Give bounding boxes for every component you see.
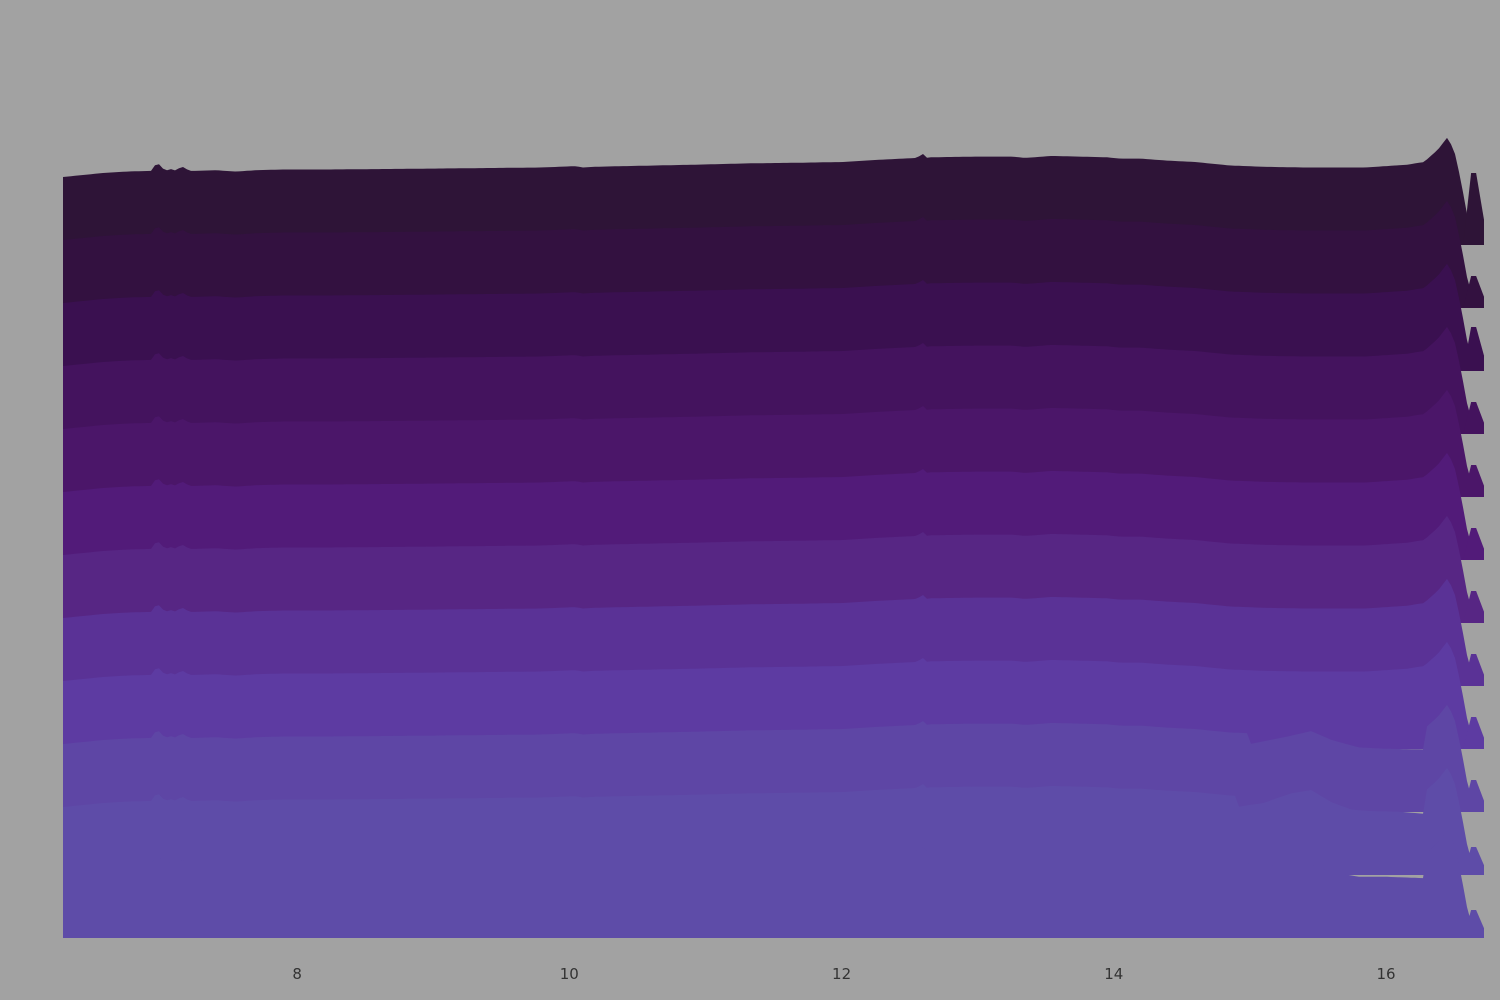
ridge-area-6 bbox=[63, 515, 1484, 623]
ridge-right-bump-7 bbox=[1463, 654, 1484, 686]
ridge-right-bump-5 bbox=[1463, 528, 1484, 560]
x-tick-label: 12 bbox=[832, 965, 851, 983]
x-tick-label: 14 bbox=[1104, 965, 1123, 983]
ridge-area-1 bbox=[63, 200, 1484, 308]
ridge-area-0 bbox=[63, 137, 1484, 245]
ridge-area-7 bbox=[63, 578, 1484, 686]
ridge-right-bump-1 bbox=[1463, 276, 1484, 308]
ridges-group bbox=[63, 137, 1484, 938]
ridge-right-bump-10 bbox=[1463, 847, 1484, 875]
x-axis: 8 10 12 14 16 bbox=[292, 965, 1395, 983]
ridge-area-10 bbox=[63, 767, 1484, 875]
x-tick-label: 10 bbox=[560, 965, 579, 983]
ridge-right-bump-2 bbox=[1463, 327, 1484, 371]
ridge-area-5 bbox=[63, 452, 1484, 560]
ridge-right-bump-3 bbox=[1463, 402, 1484, 434]
ridge-area-11 bbox=[63, 830, 1484, 938]
ridge-area-2 bbox=[63, 263, 1484, 371]
ridge-area-4 bbox=[63, 389, 1484, 497]
ridge-right-bump-0 bbox=[1463, 173, 1484, 245]
ridge-right-bump-8 bbox=[1463, 717, 1484, 749]
x-tick-label: 8 bbox=[292, 965, 302, 983]
ridge-area-9 bbox=[63, 704, 1484, 812]
x-tick-label: 16 bbox=[1376, 965, 1395, 983]
ridge-area-3 bbox=[63, 326, 1484, 434]
ridge-area-8 bbox=[63, 641, 1484, 749]
ridge-right-bump-6 bbox=[1463, 591, 1484, 623]
ridge-right-bump-4 bbox=[1463, 465, 1484, 497]
ridge-right-bump-9 bbox=[1463, 780, 1484, 812]
ridge-right-bump-11 bbox=[1463, 910, 1484, 938]
